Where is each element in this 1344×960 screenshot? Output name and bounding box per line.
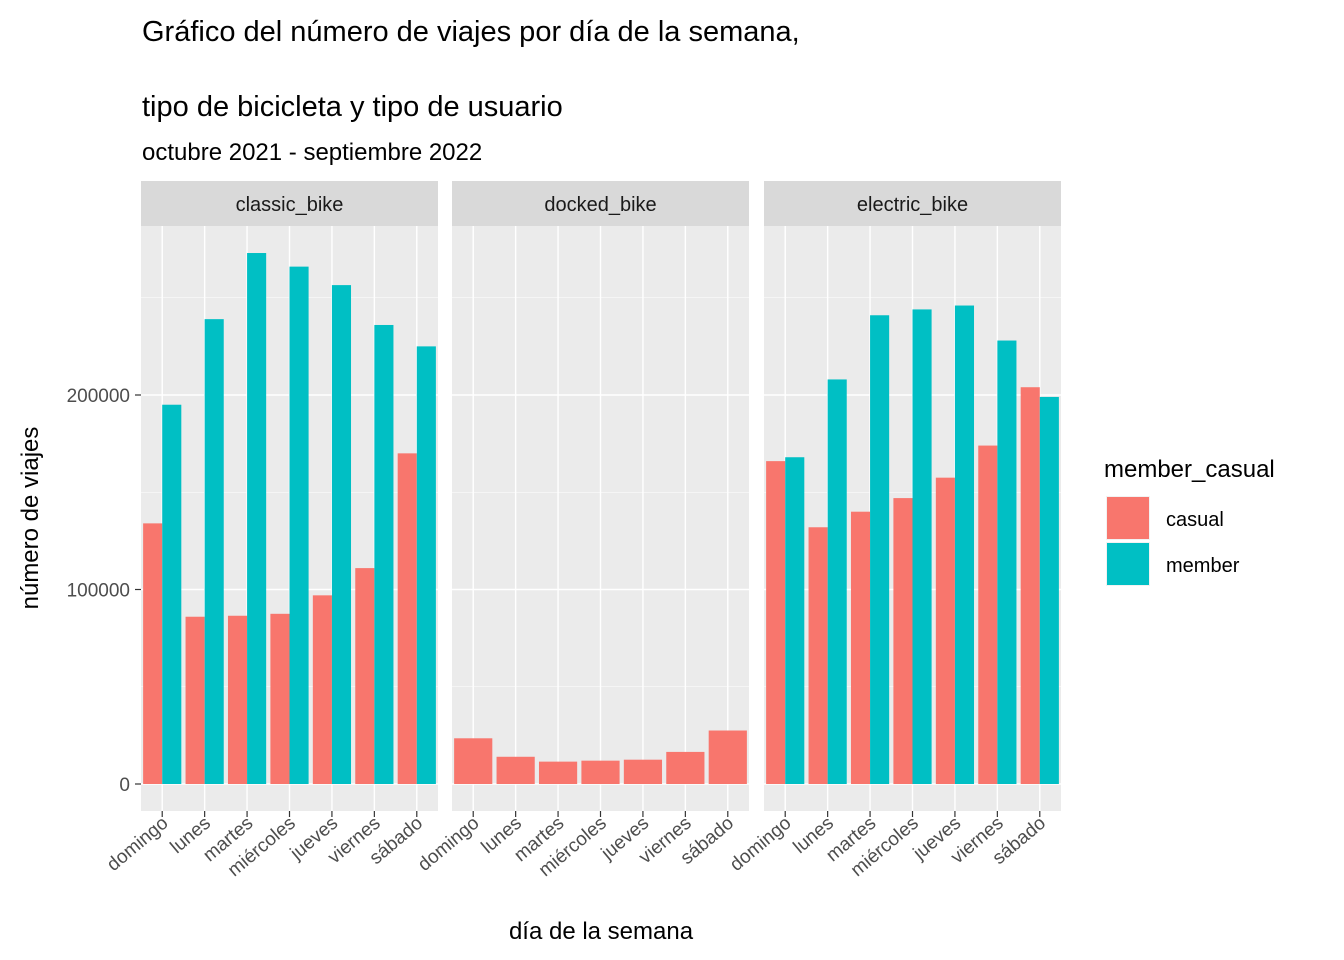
facet-strip [141, 181, 438, 226]
bar-member-martes [870, 315, 890, 784]
bar-casual-miércoles [581, 760, 620, 784]
bar-casual-domingo [454, 738, 493, 784]
chart-subtitle: octubre 2021 - septiembre 2022 [142, 139, 482, 166]
facet-panel-classic_bike: classic_bikedomingolunesmartesmiércolesj… [103, 181, 438, 881]
legend-swatch-member [1107, 543, 1149, 585]
bar-member-miércoles [912, 309, 932, 784]
legend-swatch-casual [1107, 497, 1149, 539]
bar-member-miércoles [289, 266, 309, 784]
bar-member-domingo [785, 457, 805, 784]
facet-strip-label: classic_bike [236, 194, 344, 216]
legend-label-member: member [1166, 555, 1240, 577]
y-axis-label: número de viajes [17, 427, 44, 610]
facet-strip-label: docked_bike [544, 194, 656, 216]
y-tick-label: 100000 [67, 581, 130, 602]
bar-casual-martes [227, 615, 248, 784]
bar-casual-sábado [397, 453, 417, 784]
x-axis-label: día de la semana [509, 918, 694, 945]
facet-panel-electric_bike: electric_bikedomingolunesmartesmiércoles… [726, 181, 1061, 881]
bar-member-lunes [204, 319, 224, 784]
facet-strip [764, 181, 1061, 226]
y-tick-label: 200000 [67, 386, 130, 407]
chart-title-line2: tipo de bicicleta y tipo de usuario [142, 91, 563, 123]
bar-member-martes [247, 253, 267, 784]
bar-casual-viernes [666, 751, 705, 784]
x-tick-label: domingo [103, 813, 172, 876]
facet-strip-label: electric_bike [857, 194, 968, 216]
y-tick-label: 0 [119, 775, 130, 796]
bar-member-jueves [954, 305, 975, 784]
bar-casual-lunes [185, 616, 205, 784]
legend-title: member_casual [1104, 456, 1275, 483]
bar-casual-domingo [143, 523, 163, 784]
bar-casual-lunes [808, 527, 828, 784]
bar-casual-lunes [496, 756, 535, 784]
bar-casual-martes [538, 761, 578, 784]
bar-casual-miércoles [893, 498, 913, 784]
facet-strip [452, 181, 749, 226]
bar-casual-jueves [312, 595, 332, 784]
bar-member-viernes [997, 340, 1017, 784]
bar-member-jueves [331, 285, 352, 784]
bar-casual-sábado [1020, 387, 1040, 784]
bar-member-domingo [162, 404, 182, 784]
bar-casual-domingo [766, 461, 786, 784]
plot-area: classic_bikedomingolunesmartesmiércolesj… [67, 181, 1061, 881]
bar-casual-sábado [708, 730, 747, 784]
bar-member-sábado [1039, 396, 1059, 784]
legend-label-casual: casual [1166, 509, 1224, 531]
bar-member-sábado [416, 346, 436, 784]
bar-casual-miércoles [270, 613, 290, 784]
x-tick-label: domingo [414, 813, 483, 876]
bar-casual-jueves [935, 477, 955, 784]
facet-panel-docked_bike: docked_bikedomingolunesmartesmiércolesju… [414, 181, 749, 881]
bar-member-lunes [827, 379, 847, 784]
bar-member-viernes [374, 324, 394, 784]
bar-casual-viernes [355, 568, 375, 784]
bar-casual-jueves [623, 759, 663, 784]
chart-title-line1: Gráfico del número de viajes por día de … [142, 16, 800, 48]
bar-casual-martes [850, 511, 871, 784]
bar-casual-viernes [978, 445, 998, 784]
x-tick-label: domingo [726, 813, 795, 876]
